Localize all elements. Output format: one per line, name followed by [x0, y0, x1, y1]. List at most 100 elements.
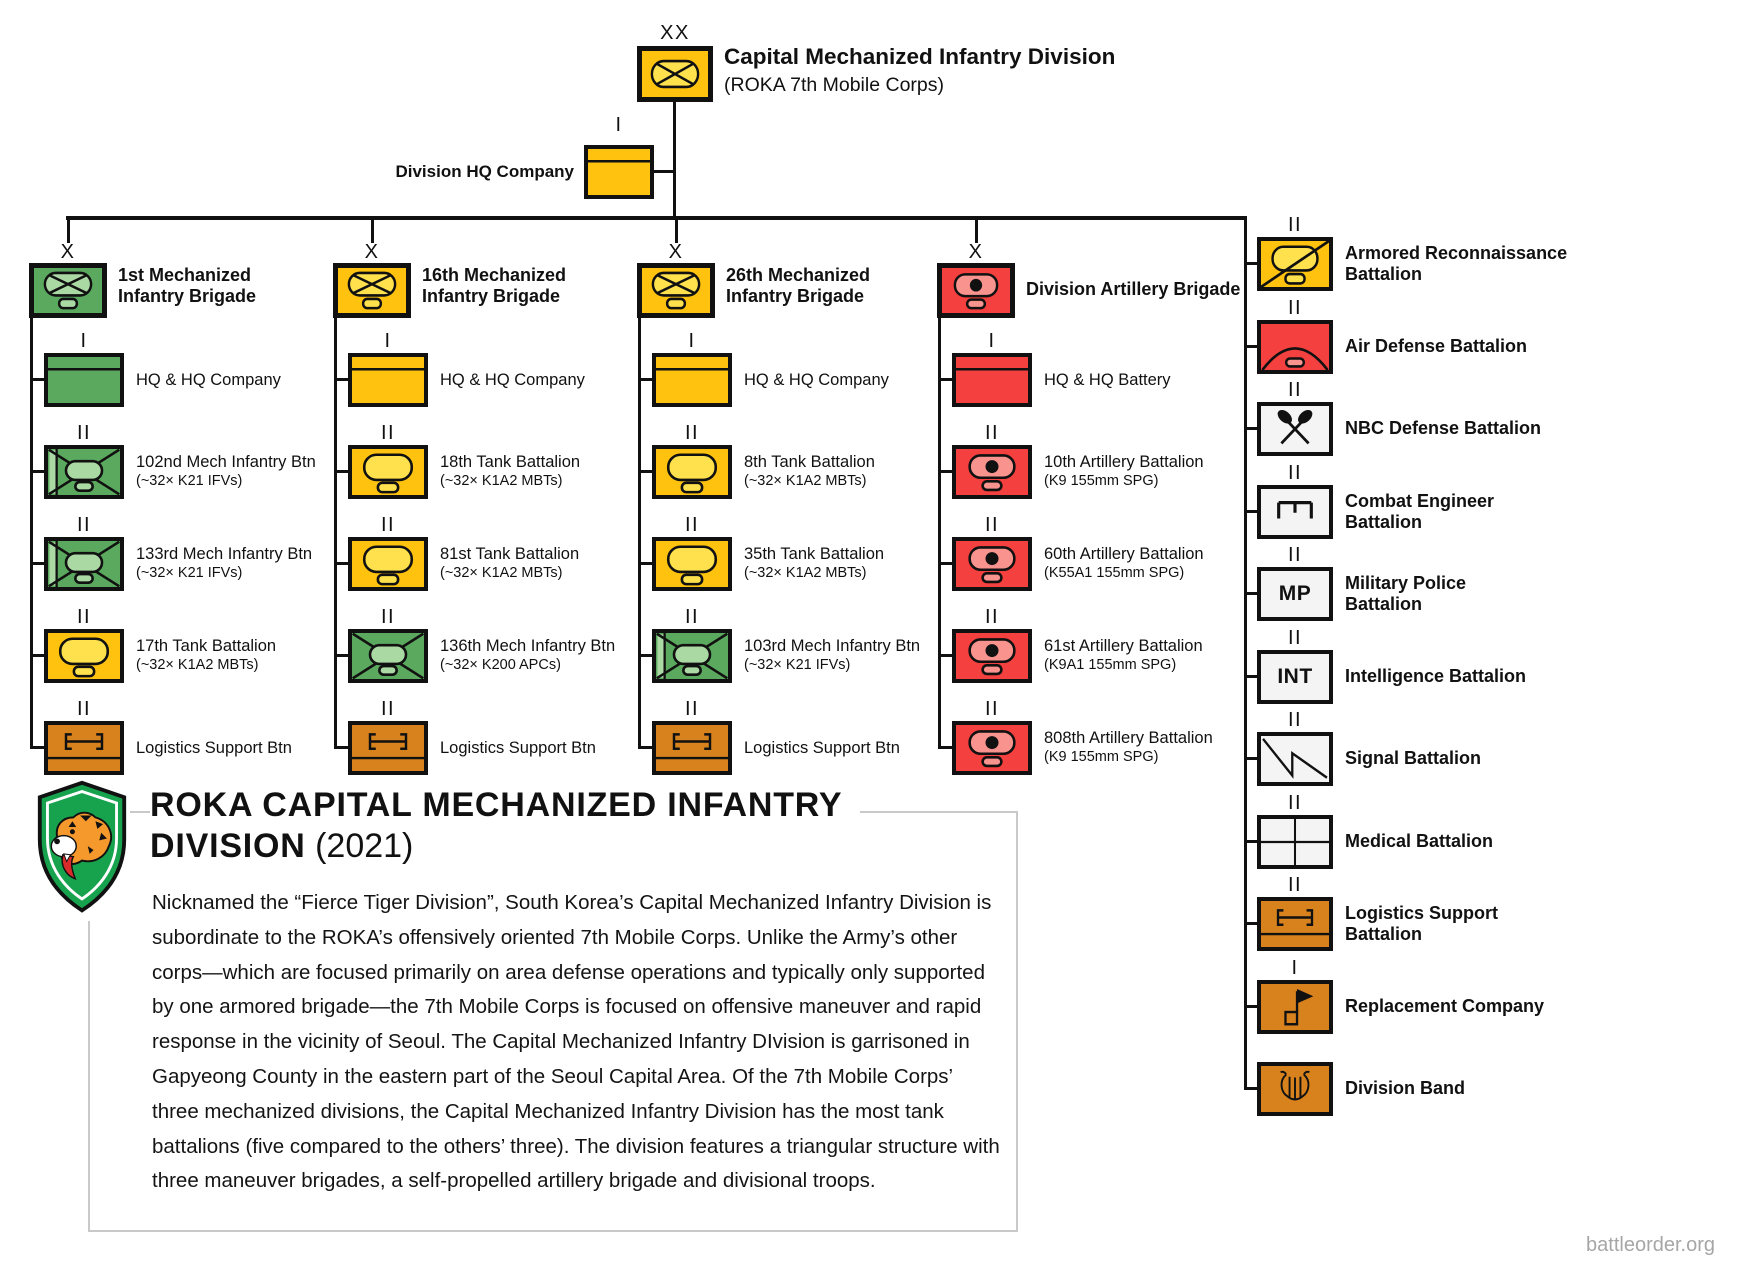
- division-echelon: XX: [660, 22, 690, 44]
- unit-label-line: Medical Battalion: [1345, 831, 1494, 851]
- watermark: battleorder.org: [1586, 1234, 1715, 1256]
- unit-label: 81st Tank Battalion (~32× K1A2 MBTs): [440, 544, 579, 582]
- unit-symbol-box: [952, 353, 1032, 407]
- unit-connector-line: [30, 654, 44, 657]
- unit-connector-line: [30, 746, 44, 749]
- unit-label: Division Band: [1345, 1078, 1465, 1099]
- unit-symbol-box: [637, 263, 715, 318]
- arty-icon: [956, 633, 1028, 679]
- unit-symbol-box: [652, 353, 732, 407]
- unit-symbol-box: [1257, 815, 1333, 869]
- unit-symbol-box: [1257, 402, 1333, 456]
- unit-label-line: 10th Artillery Battalion: [1044, 453, 1204, 471]
- unit-label: 808th Artillery Battalion (K9 155mm SPG): [1044, 728, 1213, 766]
- brigade-label-line: 26th Mechanized: [726, 265, 871, 285]
- main-connector-line: [66, 216, 1247, 220]
- unit-detail-line: (~32× K21 IFVs): [136, 473, 243, 489]
- unit-detail-line: (~32× K1A2 MBTs): [744, 473, 867, 489]
- unit-connector-line: [1244, 427, 1257, 430]
- unit-echelon: II: [76, 606, 92, 628]
- unit-echelon: II: [984, 698, 1000, 720]
- brigade-trunk-line: [30, 318, 33, 749]
- unit-echelon: II: [1287, 297, 1303, 319]
- unit-connector-line: [334, 378, 348, 381]
- brigade-echelon: X: [60, 241, 76, 263]
- band-icon: [1261, 1066, 1329, 1112]
- unit-symbol-box: [29, 263, 107, 318]
- unit-connector-line: [938, 470, 952, 473]
- division-title: Capital Mechanized Infantry Division: [724, 44, 1116, 69]
- tank-icon: [656, 449, 728, 495]
- unit-detail-line: (~32× K21 IFVs): [744, 657, 851, 673]
- unit-label-line: HQ & HQ Battery: [1044, 371, 1171, 389]
- about-description: Nicknamed the “Fierce Tiger Division”, S…: [152, 891, 1000, 1193]
- unit-connector-line: [1244, 675, 1257, 678]
- unit-echelon: II: [76, 422, 92, 444]
- brigade-echelon: X: [668, 241, 684, 263]
- unit-echelon: II: [380, 422, 396, 444]
- logistics-icon: [656, 725, 728, 771]
- mech-bde-icon: [34, 268, 102, 313]
- brigade-label-line: 16th Mechanized: [422, 265, 567, 285]
- unit-echelon: II: [1287, 627, 1303, 649]
- unit-symbol-box: [652, 629, 732, 683]
- unit-echelon: II: [684, 514, 700, 536]
- brigade-echelon: X: [968, 241, 984, 263]
- unit-detail-line: (K9 155mm SPG): [1044, 473, 1159, 489]
- unit-label-line: Battalion: [1345, 512, 1423, 532]
- unit-echelon: I: [988, 330, 996, 352]
- brigade-drop-line: [371, 220, 374, 243]
- mech-ifv-icon: [48, 541, 120, 587]
- unit-connector-line: [1244, 922, 1257, 925]
- logistics-icon: [48, 725, 120, 771]
- unit-label: Logistics Support Btn: [136, 738, 292, 758]
- unit-detail-line: (~32× K1A2 MBTs): [440, 473, 563, 489]
- brigade-drop-line: [67, 220, 70, 243]
- unit-symbol-box: [1257, 320, 1333, 374]
- unit-symbol-box: [952, 721, 1032, 775]
- unit-symbol-box: [652, 537, 732, 591]
- brigade-label: 1st Mechanized Infantry Brigade: [118, 265, 256, 307]
- unit-symbol-box: [1257, 897, 1333, 951]
- medical-icon: [1261, 819, 1329, 865]
- mech-apc-icon: [352, 633, 424, 679]
- unit-echelon: II: [76, 514, 92, 536]
- unit-label-line: 136th Mech Infantry Btn: [440, 637, 616, 655]
- brigade-label-line: Infantry Brigade: [118, 286, 257, 306]
- unit-label-line: Armored Reconnaissance: [1345, 243, 1568, 263]
- unit-label-line: 17th Tank Battalion: [136, 637, 277, 655]
- mech-bde-icon: [338, 268, 406, 313]
- unit-connector-line: [638, 378, 652, 381]
- unit-connector-line: [30, 378, 44, 381]
- mech-ifv-icon: [656, 633, 728, 679]
- unit-connector-line: [1244, 757, 1257, 760]
- unit-symbol-box: [1257, 485, 1333, 539]
- airdef-icon: [1261, 324, 1329, 370]
- logistics-icon: [352, 725, 424, 771]
- unit-echelon: II: [380, 514, 396, 536]
- unit-echelon: II: [380, 698, 396, 720]
- unit-label-line: HQ & HQ Company: [136, 371, 281, 389]
- unit-echelon: II: [684, 606, 700, 628]
- unit-label-line: Logistics Support Btn: [744, 739, 900, 757]
- brigade-trunk-line: [938, 318, 941, 749]
- division-symbol-box: [637, 46, 713, 102]
- unit-label: HQ & HQ Company: [440, 370, 585, 390]
- logistics-icon: [1261, 901, 1329, 947]
- brigade-drop-line: [675, 220, 678, 243]
- unit-connector-line: [938, 562, 952, 565]
- unit-label-line: 102nd Mech Infantry Btn: [136, 453, 316, 471]
- unit-symbol-box: [952, 629, 1032, 683]
- unit-connector-line: [334, 746, 348, 749]
- hq-icon: [352, 357, 424, 403]
- about-title-year: (2021): [305, 827, 414, 865]
- unit-label-line: HQ & HQ Company: [744, 371, 889, 389]
- unit-label: HQ & HQ Company: [136, 370, 281, 390]
- unit-symbol-box: [952, 445, 1032, 499]
- brigade-echelon: X: [364, 241, 380, 263]
- tank-icon: [48, 633, 120, 679]
- unit-symbol-box: INT: [1257, 650, 1333, 704]
- unit-connector-line: [938, 378, 952, 381]
- about-title-line2-bold: DIVISION: [150, 827, 306, 865]
